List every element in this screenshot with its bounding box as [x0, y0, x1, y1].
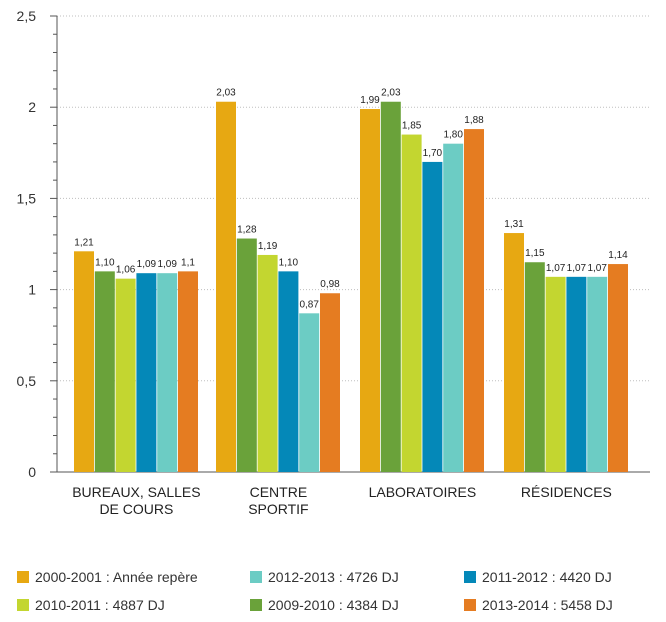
- legend-swatch: [464, 599, 476, 611]
- legend: 2000-2001 : Année repère 2010-2011 : 4887…: [17, 569, 613, 613]
- bar: [157, 273, 178, 472]
- data-label: 1,85: [402, 121, 422, 132]
- bar: [299, 313, 320, 472]
- data-labels-layer: 1,211,101,06 1,09 1,09 1,12,031,281,191,100…: [74, 88, 628, 311]
- bar: [545, 276, 566, 472]
- x-category-label: SPORTIF: [248, 501, 308, 517]
- legend-swatch: [250, 571, 262, 583]
- bar: [566, 276, 587, 472]
- legend-label: 2013-2014 : 5458 DJ: [482, 597, 613, 613]
- bar: [236, 238, 257, 472]
- data-label: 1,1: [181, 257, 195, 268]
- bar: [443, 143, 464, 472]
- x-category-label: BUREAUX, SALLES: [72, 484, 200, 500]
- data-label: 1,99: [360, 95, 380, 106]
- data-label: 1,09: [157, 259, 177, 270]
- bar: [178, 271, 198, 472]
- y-tick-label: 2: [28, 99, 36, 115]
- data-label: 1,28: [237, 225, 257, 236]
- legend-label: 2000-2001 : Année repère: [35, 569, 198, 585]
- data-label: 1,88: [464, 115, 484, 126]
- bar: [216, 101, 236, 472]
- data-label: 2,03: [216, 88, 236, 99]
- bar: [278, 271, 299, 472]
- bar: [115, 278, 136, 472]
- bar: [524, 262, 545, 472]
- data-label: 1,07: [567, 263, 587, 274]
- legend-label: 2009-2010 : 4384 DJ: [268, 597, 399, 613]
- legend-swatch: [250, 599, 262, 611]
- data-label: 0,87: [299, 299, 319, 310]
- data-label: 1,10: [95, 257, 115, 268]
- data-label: 1,14: [608, 250, 628, 261]
- data-label: 2,03: [381, 88, 401, 99]
- legend-swatch: [464, 571, 476, 583]
- bar: [504, 233, 524, 472]
- data-label: 0,98: [320, 279, 340, 290]
- legend-label: 2012-2013 : 4726 DJ: [268, 569, 399, 585]
- bars-layer: [74, 101, 628, 473]
- data-label: 1,10: [279, 257, 299, 268]
- bar: [608, 264, 628, 472]
- legend-label: 2010-2011 : 4887 DJ: [35, 597, 165, 613]
- data-label: 1,09: [137, 259, 157, 270]
- bar: [422, 161, 443, 473]
- data-label: 1,31: [504, 219, 524, 230]
- data-label: 1,19: [258, 241, 278, 252]
- bar: [94, 271, 115, 472]
- data-label: 1,07: [587, 263, 607, 274]
- x-category-label: RÉSIDENCES: [521, 484, 612, 500]
- data-label: 1,70: [423, 148, 443, 159]
- legend-label: 2011-2012 : 4420 DJ: [482, 569, 612, 585]
- y-tick-label: 1,5: [17, 190, 37, 206]
- x-category-label: LABORATOIRES: [369, 484, 477, 500]
- bar: [360, 109, 380, 473]
- data-label: 1,21: [74, 237, 94, 248]
- x-category-label: CENTRE: [250, 484, 308, 500]
- bar: [401, 134, 422, 472]
- data-label: 1,15: [525, 248, 545, 259]
- y-tick-label: 2,5: [17, 8, 37, 24]
- bar: [464, 129, 484, 472]
- bar: [320, 293, 340, 472]
- y-tick-label: 1: [28, 282, 36, 298]
- legend-swatch: [17, 571, 29, 583]
- x-category-label: DE COURS: [99, 501, 173, 517]
- bar: [136, 273, 157, 472]
- data-label: 1,80: [443, 130, 463, 141]
- bar: [257, 254, 278, 472]
- y-tick-label: 0: [28, 464, 36, 480]
- data-label: 1,06: [116, 265, 136, 276]
- y-tick-label: 0,5: [17, 373, 37, 389]
- legend-swatch: [17, 599, 29, 611]
- data-label: 1,07: [546, 263, 566, 274]
- bar: [587, 276, 608, 472]
- bar: [380, 101, 401, 472]
- bar: [74, 251, 94, 472]
